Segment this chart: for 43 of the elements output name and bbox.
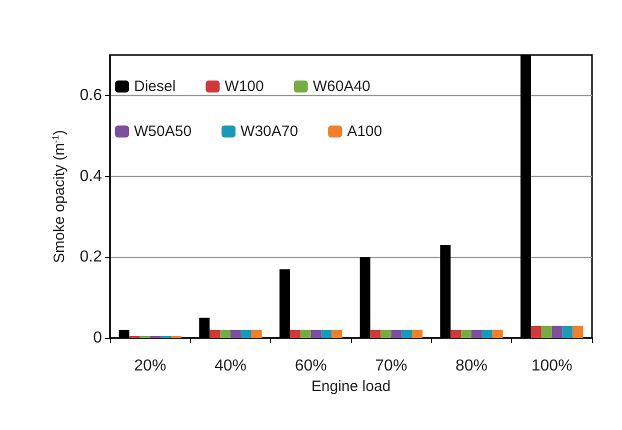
bar [562,326,573,338]
bar [552,326,562,338]
legend-label: Diesel [134,78,176,95]
bar [472,330,482,338]
bar [492,330,503,338]
bar [450,330,462,338]
bar [461,330,472,338]
bar [370,330,381,338]
bar [240,330,252,338]
bar [230,330,241,338]
y-tick-label: 0.2 [80,248,102,266]
bar [402,330,412,338]
x-tick-label: 80% [455,358,488,374]
legend-label: W30A70 [240,123,298,140]
bar [310,330,322,338]
legend-label: A100 [347,123,382,140]
bar [332,330,342,338]
x-tick-label: 100% [531,358,572,374]
legend-label: W100 [224,78,264,95]
bar [321,330,332,338]
bar [300,330,311,338]
bar [380,330,392,338]
bar [290,330,300,338]
x-tick-label: 70% [375,358,408,374]
x-tick-label: 40% [214,358,247,374]
bar [251,330,262,338]
x-axis-title: Engine load [311,378,391,395]
bar [530,326,542,338]
y-axis-title: Smoke opacity (m-1) [50,130,68,264]
legend-label: W60A40 [312,78,370,95]
x-tick-label: 20% [134,358,166,374]
x-tick-label: 60% [294,358,327,374]
bar [391,330,402,338]
bar [210,330,220,338]
y-tick-label: 0.4 [80,168,102,185]
legend-label: W50A50 [134,123,192,140]
bar [220,330,230,338]
bar [482,330,492,338]
y-tick-label: 0 [93,330,102,346]
bar [541,326,552,338]
bar [412,330,422,338]
y-tick-label: 0.6 [80,86,102,104]
bar [572,326,584,338]
